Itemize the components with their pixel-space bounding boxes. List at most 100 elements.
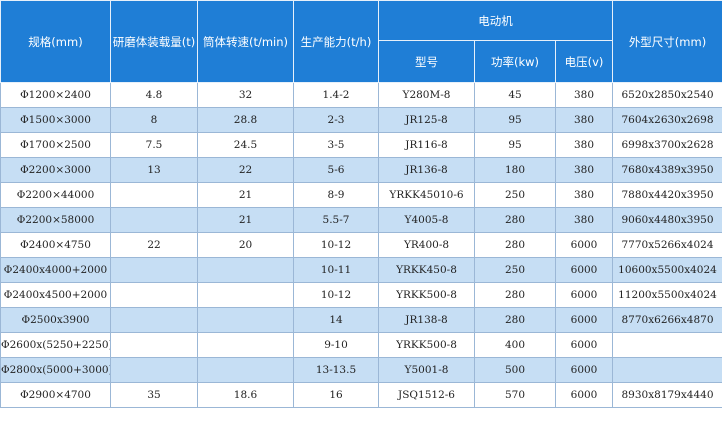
table-cell: Y280M-8 [378, 82, 475, 108]
table-cell: 380 [554, 82, 614, 108]
table-cell: Φ2200×44000 [0, 182, 111, 208]
table-cell: 6998x3700x2628 [612, 132, 722, 158]
table-cell: 400 [474, 332, 556, 358]
table-cell: 95 [474, 107, 556, 133]
table-cell: JR138-8 [378, 307, 475, 333]
table-cell: 16 [293, 382, 379, 408]
table-cell: 22 [110, 232, 198, 258]
table-cell: 21 [197, 182, 294, 208]
table-cell: 5.5-7 [293, 207, 379, 233]
table-row: Φ2400x4000+2000 10-11 YRKK450-8 250 6000 1060… [0, 257, 722, 283]
table-cell: 380 [554, 132, 614, 158]
table-cell: 28.8 [197, 107, 294, 133]
table-cell [197, 332, 294, 358]
table-cell: 570 [474, 382, 556, 408]
table-cell: 11200x5500x4024 [612, 282, 722, 308]
header-cell: 功率(kw) [474, 40, 556, 83]
table-cell: JR116-8 [378, 132, 475, 158]
table-cell: 6000 [554, 282, 614, 308]
header-cell: 电压(v) [554, 40, 614, 83]
table-row: Φ1700×2500 7.5 24.5 3-5 JR116-8 95 380 6998x370… [0, 132, 722, 158]
table-cell: Φ2400x4000+2000 [0, 257, 111, 283]
table-cell: Φ2400×4750 [0, 232, 111, 258]
table-cell: 32 [197, 82, 294, 108]
table-cell: 8930x8179x4440 [612, 382, 722, 408]
table-cell [197, 257, 294, 283]
table-cell: 5-6 [293, 157, 379, 183]
table-cell: Φ2500x3900 [0, 307, 111, 333]
table-cell: 380 [554, 157, 614, 183]
table-cell: 8770x6266x4870 [612, 307, 722, 333]
table-cell: 180 [474, 157, 556, 183]
table-cell: 10-11 [293, 257, 379, 283]
table-cell: Φ2800x(5000+3000) [0, 357, 111, 383]
table-row: Φ2600x(5250+2250) 9-10 YRKK500-8 400 6000 [0, 332, 722, 358]
table-cell: 250 [474, 182, 556, 208]
table-cell: JR125-8 [378, 107, 475, 133]
table-cell: 2-3 [293, 107, 379, 133]
table-cell: 7604x2630x2698 [612, 107, 722, 133]
header-cell: 规格(mm) [0, 0, 111, 83]
table-cell: 280 [474, 282, 556, 308]
header-cell: 电动机 [377, 0, 614, 41]
table-body: Φ1200×2400 4.8 32 1.4-2 Y280M-8 45 380 6520x285… [0, 82, 722, 408]
spec-table: 规格(mm) 研磨体装载量(t) 筒体转速(t/min) 生产能力(t/h) 电… [0, 0, 722, 408]
table-cell: 45 [474, 82, 556, 108]
table-cell [110, 282, 198, 308]
table-row: Φ2800x(5000+3000) 13-13.5 Y5001-8 500 6000 [0, 357, 722, 383]
table-row: Φ2400x4500+2000 10-12 YRKK500-8 280 6000 1120… [0, 282, 722, 308]
table-cell: 95 [474, 132, 556, 158]
table-cell: Φ2200×58000 [0, 207, 111, 233]
table-cell: 6000 [554, 257, 614, 283]
table-cell [612, 332, 722, 358]
table-row: Φ2500x3900 14 JR138-8 280 6000 8770x6266x4870 [0, 307, 722, 333]
table-cell: 280 [474, 307, 556, 333]
table-row: Φ2200×58000 21 5.5-7 Y4005-8 280 380 9060x4480… [0, 207, 722, 233]
table-cell: 24.5 [197, 132, 294, 158]
table-cell: 13-13.5 [293, 357, 379, 383]
table-cell: 7880x4420x3950 [612, 182, 722, 208]
table-cell: 8 [110, 107, 198, 133]
table-cell [612, 357, 722, 383]
table-cell [197, 307, 294, 333]
table-cell [110, 182, 198, 208]
table-cell: 6000 [554, 307, 614, 333]
table-cell: 22 [197, 157, 294, 183]
table-cell: 8-9 [293, 182, 379, 208]
table-cell: Φ1700×2500 [0, 132, 111, 158]
table-cell: 14 [293, 307, 379, 333]
header-cell: 筒体转速(t/min) [197, 0, 294, 83]
table-cell: 21 [197, 207, 294, 233]
table-cell: 20 [197, 232, 294, 258]
table-cell: 9-10 [293, 332, 379, 358]
table-cell: 6000 [554, 332, 614, 358]
table-cell: 6000 [554, 382, 614, 408]
table-row: Φ2200×44000 21 8-9 YRKK45010-6 250 380 7880x44… [0, 182, 722, 208]
header-cell: 研磨体装载量(t) [110, 0, 198, 83]
table-cell: Φ2600x(5250+2250) [0, 332, 111, 358]
table-cell: YRKK500-8 [378, 332, 475, 358]
table-row: Φ2200×3000 13 22 5-6 JR136-8 180 380 7680x4389x… [0, 157, 722, 183]
table-cell: 1.4-2 [293, 82, 379, 108]
table-cell: YR400-8 [378, 232, 475, 258]
table-cell: 380 [554, 182, 614, 208]
table-cell: Φ2200×3000 [0, 157, 111, 183]
table-cell: Y4005-8 [378, 207, 475, 233]
table-cell: 6000 [554, 232, 614, 258]
table-cell [110, 257, 198, 283]
table-cell: 9060x4480x3950 [612, 207, 722, 233]
header-cell: 外型尺寸(mm) [612, 0, 722, 83]
table-cell: Φ2900×4700 [0, 382, 111, 408]
header-cell: 型号 [378, 40, 475, 83]
table-cell: 500 [474, 357, 556, 383]
table-cell: 380 [554, 207, 614, 233]
table-row: Φ2400×4750 22 20 10-12 YR400-8 280 6000 7770x52… [0, 232, 722, 258]
header-cell: 生产能力(t/h) [293, 0, 379, 83]
table-cell: 10-12 [293, 282, 379, 308]
table-cell [110, 357, 198, 383]
table-cell: 10600x5500x4024 [612, 257, 722, 283]
table-cell: YRKK45010-6 [378, 182, 475, 208]
table-cell: Φ1500×3000 [0, 107, 111, 133]
table-cell: Y5001-8 [378, 357, 475, 383]
